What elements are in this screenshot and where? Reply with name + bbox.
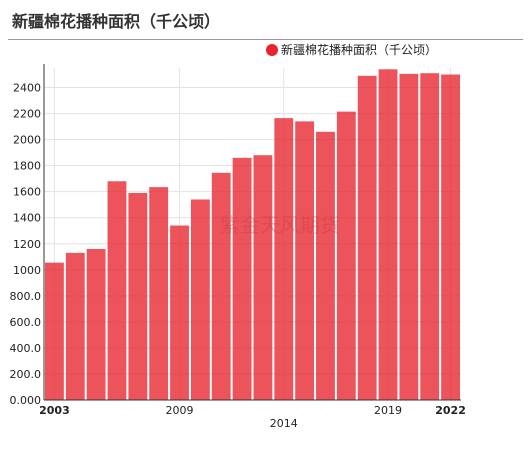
bar[interactable] <box>232 157 252 400</box>
legend-marker-icon <box>266 43 278 56</box>
y-tick-label: 400.0 <box>10 342 42 355</box>
y-tick-label: 1400 <box>13 212 41 225</box>
bar[interactable] <box>420 73 440 401</box>
bar[interactable] <box>274 118 294 400</box>
x-tick-label: 2014 <box>270 417 298 430</box>
legend-label: 新疆棉花播种面积（千公顷） <box>281 43 438 57</box>
bar[interactable] <box>357 75 377 400</box>
y-tick-label: 2200 <box>13 108 41 121</box>
bar[interactable] <box>170 225 189 400</box>
bar[interactable] <box>149 187 169 400</box>
x-tick-label: 2003 <box>39 404 70 417</box>
y-tick-label: 600.0 <box>10 316 42 329</box>
bar[interactable] <box>295 121 315 400</box>
bar[interactable] <box>441 74 460 401</box>
y-tick-label: 1800 <box>13 160 41 173</box>
x-tick-label: 2022 <box>435 404 466 417</box>
bar[interactable] <box>378 69 398 400</box>
bar[interactable] <box>253 155 273 400</box>
bar[interactable] <box>86 248 106 400</box>
title-divider <box>8 39 523 40</box>
x-tick-label: 2019 <box>374 404 402 417</box>
y-tick-label: 1000 <box>13 264 41 277</box>
y-tick-label: 800.0 <box>10 290 42 303</box>
bar[interactable] <box>65 252 85 400</box>
bar[interactable] <box>107 181 127 400</box>
y-tick-label: 2000 <box>13 134 41 147</box>
bar[interactable] <box>190 199 210 400</box>
y-tick-label: 1600 <box>13 186 41 199</box>
bar[interactable] <box>336 111 356 400</box>
legend[interactable]: 新疆棉花播种面积（千公顷） <box>266 41 437 58</box>
bar[interactable] <box>211 172 231 400</box>
bar[interactable] <box>399 73 419 400</box>
y-tick-label: 1200 <box>13 238 41 251</box>
bar[interactable] <box>128 192 148 400</box>
y-tick-label: 0.000 <box>10 394 42 407</box>
bar[interactable] <box>45 262 64 400</box>
y-tick-label: 200.0 <box>10 368 42 381</box>
y-tick-label: 2400 <box>13 82 41 95</box>
chart-title: 新疆棉花播种面积（千公顷） <box>12 12 221 31</box>
bar[interactable] <box>316 131 335 400</box>
x-tick-label: 2009 <box>166 404 194 417</box>
